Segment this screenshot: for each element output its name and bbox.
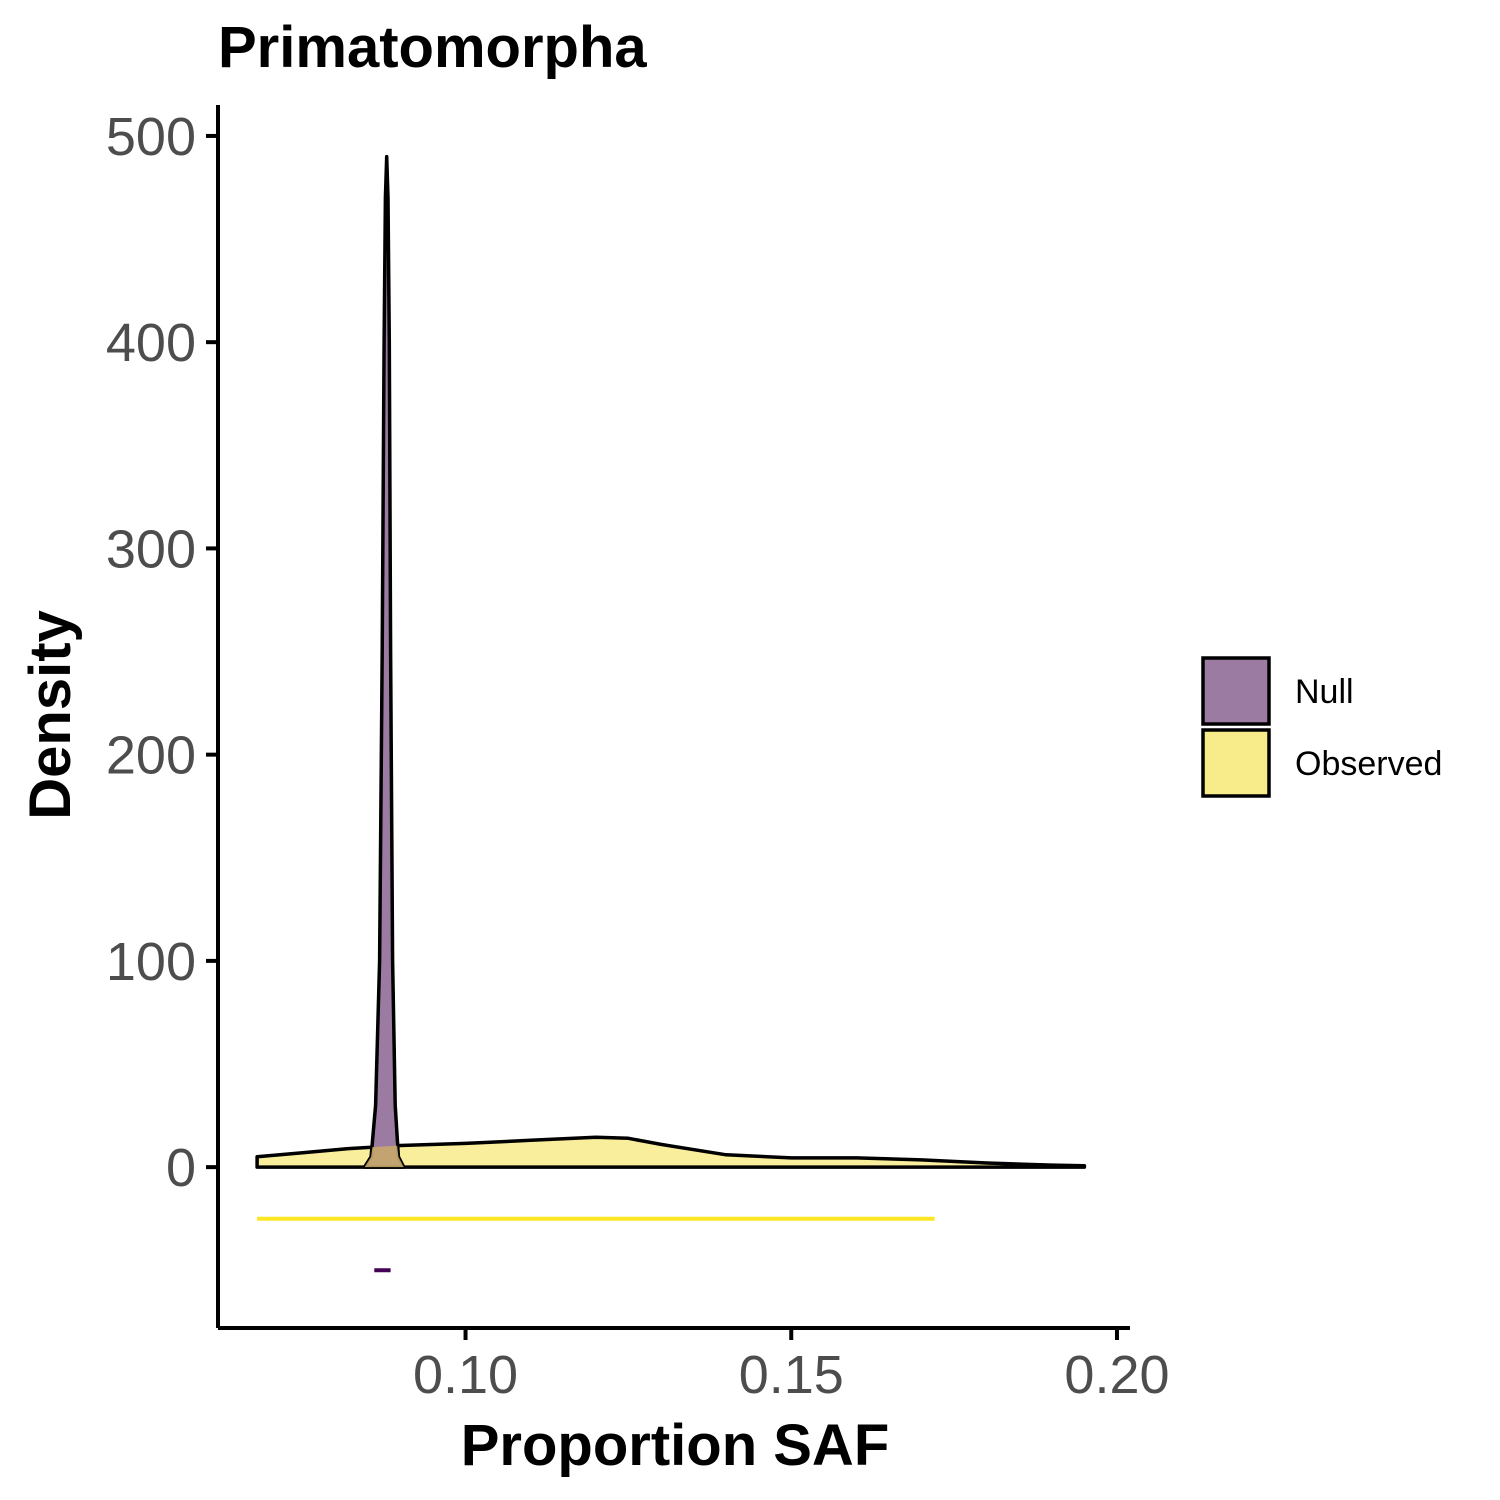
legend-swatch-null <box>1201 656 1271 726</box>
x-tick-label: 0.15 <box>739 1345 844 1405</box>
x-axis-title: Proportion SAF <box>461 1413 890 1478</box>
y-tick-label: 0 <box>166 1138 196 1198</box>
legend: Null Observed <box>1201 656 1442 798</box>
legend-swatch-observed <box>1201 728 1271 798</box>
y-tick-label: 100 <box>106 932 196 992</box>
density-area-observed <box>255 1135 1087 1169</box>
density-area-null <box>362 154 406 1169</box>
x-axis-ticks: 0.10 0.15 0.20 <box>413 1328 1170 1405</box>
y-tick-label: 400 <box>106 313 196 373</box>
legend-label-observed: Observed <box>1295 745 1442 783</box>
y-axis-title: Density <box>18 610 83 820</box>
legend-label-null: Null <box>1295 673 1354 711</box>
chart-title: Primatomorpha <box>218 15 647 80</box>
plot-area <box>255 154 1087 1273</box>
y-tick-label: 500 <box>106 107 196 167</box>
y-axis-ticks: 0 100 200 300 400 500 <box>106 107 218 1198</box>
x-tick-label: 0.10 <box>413 1345 518 1405</box>
density-overlap <box>364 1145 404 1168</box>
y-tick-label: 200 <box>106 726 196 786</box>
y-tick-label: 300 <box>106 519 196 579</box>
x-tick-label: 0.20 <box>1064 1345 1169 1405</box>
